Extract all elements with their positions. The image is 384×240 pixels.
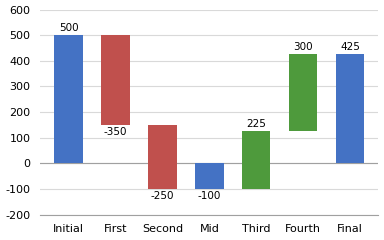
Bar (55, 35, 83, 163)
Text: -100: -100 (198, 191, 221, 201)
Text: 225: 225 (247, 119, 266, 129)
Bar (289, 54, 318, 131)
Text: -350: -350 (104, 127, 127, 137)
Text: 500: 500 (59, 23, 78, 33)
Text: 300: 300 (293, 42, 313, 52)
Bar (242, 131, 270, 189)
Text: 425: 425 (340, 42, 360, 52)
Text: -250: -250 (151, 191, 174, 201)
Bar (148, 125, 177, 189)
Bar (195, 163, 223, 189)
Bar (101, 35, 130, 125)
Bar (336, 54, 364, 163)
